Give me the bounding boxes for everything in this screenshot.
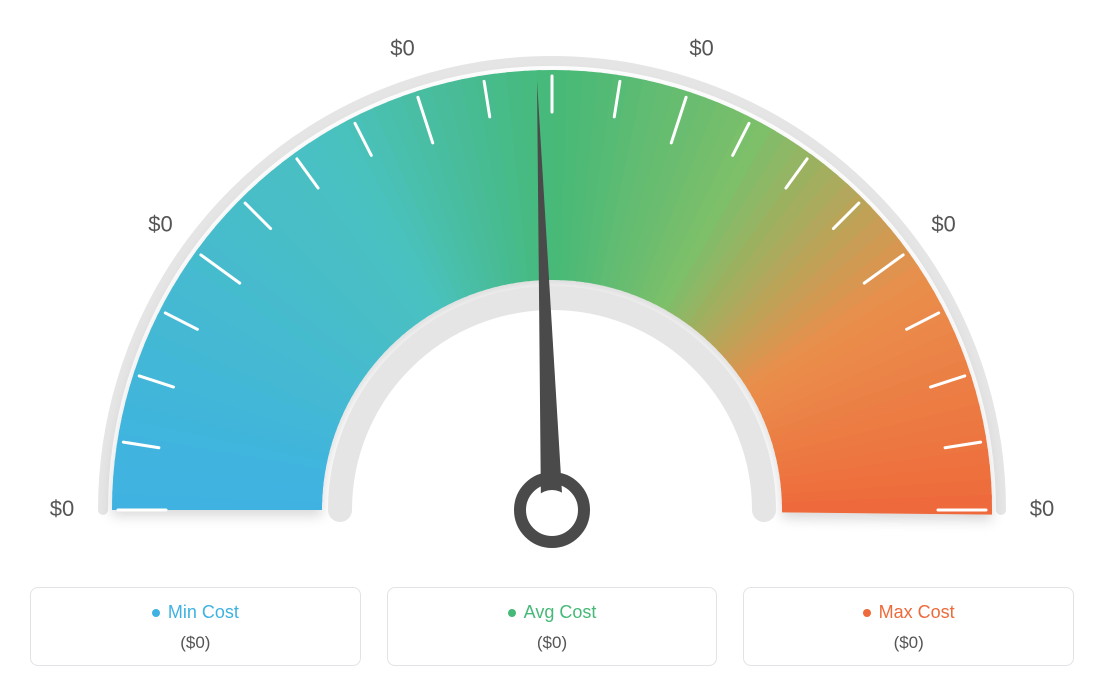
legend-row: Min Cost ($0) Avg Cost ($0) Max Cost ($0…	[30, 587, 1074, 666]
legend-label-min: Min Cost	[168, 602, 239, 623]
svg-text:$0: $0	[1030, 496, 1054, 521]
legend-card-min: Min Cost ($0)	[30, 587, 361, 666]
legend-dot-min	[152, 609, 160, 617]
legend-dot-max	[863, 609, 871, 617]
legend-value-avg: ($0)	[398, 633, 707, 653]
legend-card-max: Max Cost ($0)	[743, 587, 1074, 666]
svg-text:$0: $0	[50, 496, 74, 521]
svg-text:$0: $0	[689, 36, 713, 61]
legend-label-max: Max Cost	[879, 602, 955, 623]
cost-gauge-chart: $0 $0 $0 $0 $0 $0	[22, 0, 1082, 560]
svg-text:$0: $0	[148, 211, 172, 236]
legend-value-min: ($0)	[41, 633, 350, 653]
gauge-svg: $0 $0 $0 $0 $0 $0	[22, 0, 1082, 580]
legend-label-avg: Avg Cost	[524, 602, 597, 623]
legend-card-avg: Avg Cost ($0)	[387, 587, 718, 666]
svg-text:$0: $0	[390, 36, 414, 61]
legend-dot-avg	[508, 609, 516, 617]
legend-value-max: ($0)	[754, 633, 1063, 653]
svg-text:$0: $0	[931, 211, 955, 236]
